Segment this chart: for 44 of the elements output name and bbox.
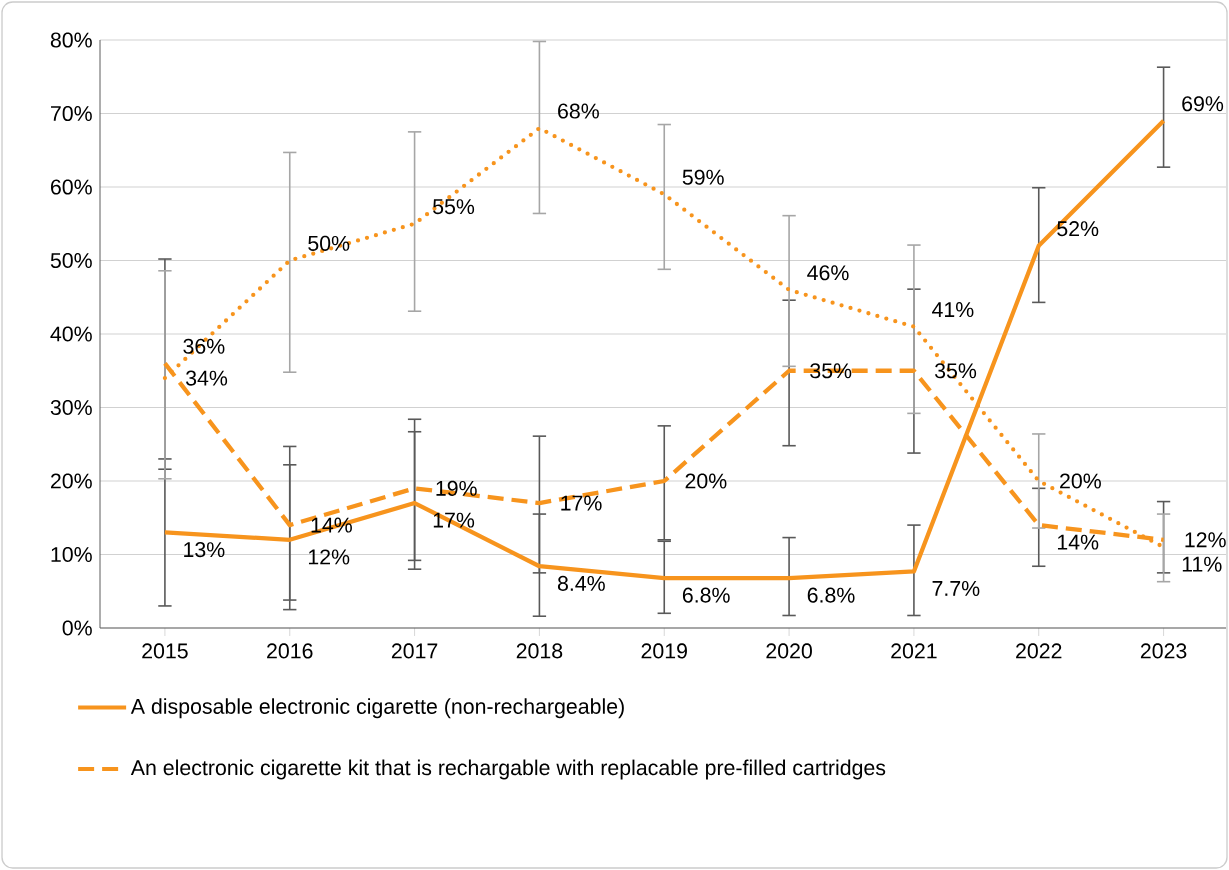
data-label: 34% <box>186 370 228 386</box>
data-label: 35% <box>935 363 977 379</box>
data-label: 14% <box>1057 534 1099 550</box>
data-label: 68% <box>558 103 599 119</box>
data-label: 20% <box>1060 473 1101 489</box>
data-label: 6.8% <box>807 587 855 603</box>
data-label: 46% <box>807 265 849 281</box>
x-tick-label: 2016 <box>267 643 313 659</box>
data-label: 19% <box>436 480 477 496</box>
data-label: 17% <box>561 495 602 511</box>
x-tick-label: 2021 <box>891 643 937 659</box>
x-tick-label: 2017 <box>391 643 438 659</box>
data-label: 6.8% <box>682 587 730 603</box>
y-tick-label: 0% <box>62 620 92 636</box>
data-label: 52% <box>1057 221 1099 237</box>
y-tick-label: 60% <box>51 179 92 195</box>
x-tick-label: 2015 <box>142 643 188 659</box>
y-tick-label: 20% <box>51 473 92 489</box>
data-label: 12% <box>308 549 350 565</box>
y-tick-label: 40% <box>50 326 92 342</box>
x-tick-label: 2020 <box>766 643 812 659</box>
data-label: 7.7% <box>932 580 980 596</box>
x-tick-label: 2023 <box>1140 643 1187 659</box>
data-label: 20% <box>685 473 727 489</box>
data-label: 59% <box>682 169 724 185</box>
data-label: 50% <box>308 235 350 251</box>
y-tick-label: 80% <box>50 32 92 48</box>
data-label: 13% <box>184 542 225 558</box>
x-tick-label: 2018 <box>516 643 563 659</box>
legend-label: A disposable electronic cigarette (non-rechargeable) <box>130 698 624 719</box>
data-label: 41% <box>932 302 974 318</box>
data-label: 69% <box>1182 96 1224 112</box>
data-label: 11% <box>1182 556 1222 572</box>
x-tick-label: 2019 <box>641 643 687 659</box>
data-label: 55% <box>433 199 475 215</box>
y-tick-label: 50% <box>50 252 92 269</box>
y-tick-label: 70% <box>51 105 92 122</box>
data-label: 36% <box>183 338 225 354</box>
legend-label: An electronic cigarette kit that is rechargable with replacable pre-filled cartridges <box>130 759 886 780</box>
data-label: 12% <box>1185 532 1226 548</box>
y-tick-label: 30% <box>50 399 92 416</box>
data-label: 8.4% <box>557 575 605 591</box>
y-tick-label: 10% <box>51 546 92 563</box>
x-tick-label: 2022 <box>1016 643 1062 659</box>
